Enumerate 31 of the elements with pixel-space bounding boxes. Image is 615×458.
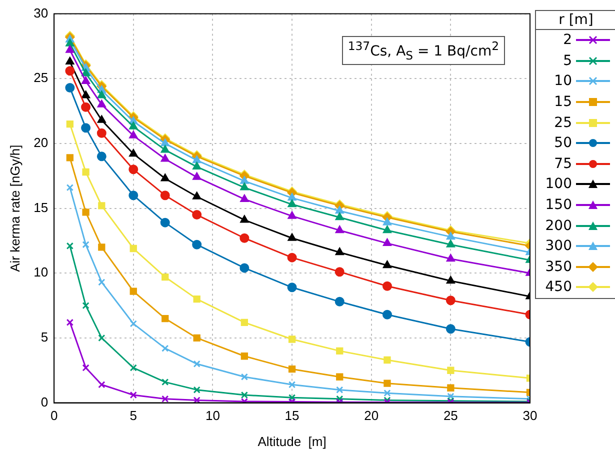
legend-label: 300 [544, 238, 573, 254]
x-tick-label: 0 [50, 408, 58, 424]
y-tick-label: 15 [34, 200, 48, 215]
y-tick-label: 5 [40, 330, 48, 345]
y-tick-label: 20 [34, 135, 48, 150]
x-axis-title: Altitude [m] [258, 434, 326, 449]
legend-label: 25 [553, 114, 573, 131]
legend-label: 2 [562, 32, 573, 48]
x-tick-label: 5 [130, 408, 137, 424]
x-tick-label: 30 [522, 408, 538, 424]
y-tick-label: 25 [34, 70, 48, 86]
legend-label: 100 [544, 176, 573, 192]
y-axis-title: Air kerma rate [nGy/h] [7, 144, 22, 272]
legend-title: r [m] [536, 11, 615, 30]
legend-label: 15 [553, 94, 573, 110]
y-tick-label: 10 [34, 264, 48, 280]
x-tick-label: 10 [205, 408, 220, 424]
x-tick-label: 20 [364, 408, 379, 424]
y-tick-label: 0 [40, 394, 48, 410]
legend-label: 450 [544, 279, 573, 296]
legend-label: 5 [562, 52, 573, 69]
legend-label: 350 [544, 258, 573, 275]
y-tick-label: 30 [34, 5, 48, 20]
legend-label: 200 [544, 218, 573, 234]
x-tick-label: 25 [443, 408, 458, 424]
legend-label: 150 [544, 197, 573, 214]
legend-label: 75 [553, 156, 573, 172]
x-tick-label: 15 [284, 408, 300, 424]
annotation: $^{137}$Cs, A$_{S}$ = 1 Bq/cm$^{2}$ [342, 36, 505, 66]
legend-label: 50 [553, 135, 573, 152]
legend-label: 10 [553, 73, 573, 90]
